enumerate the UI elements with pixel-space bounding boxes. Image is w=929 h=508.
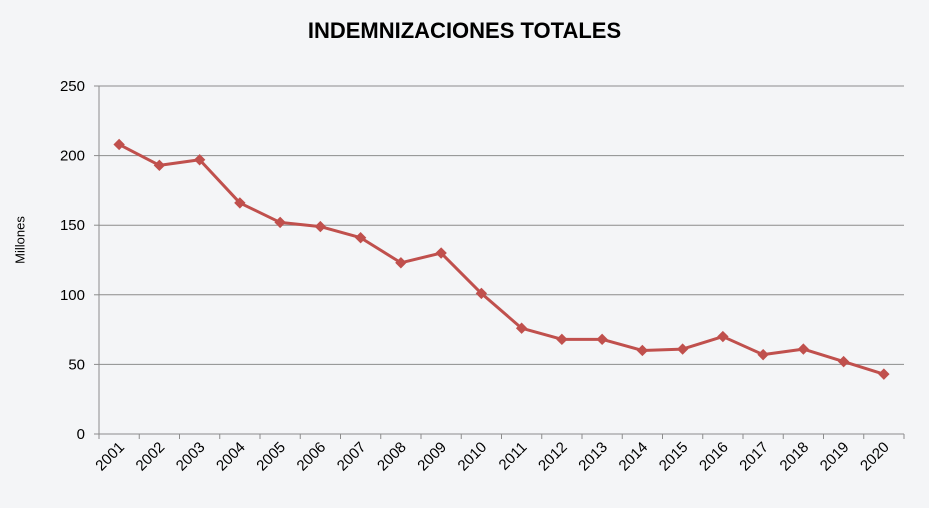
x-tick-label: 2005: [253, 439, 289, 475]
x-tick-label: 2001: [92, 439, 128, 475]
x-tick-label: 2014: [616, 439, 652, 475]
data-point: [636, 344, 649, 357]
data-point: [354, 232, 367, 244]
x-tick-label: 2009: [414, 439, 450, 475]
x-tick-label: 2006: [294, 439, 330, 475]
data-point: [113, 138, 125, 151]
chart-title: INDEMNIZACIONES TOTALES: [307, 18, 622, 43]
x-tick-label: 2020: [857, 439, 893, 475]
data-point: [475, 287, 488, 300]
y-tick-label: 50: [68, 356, 85, 373]
x-tick-label: 2002: [133, 439, 169, 475]
data-point: [314, 220, 327, 233]
y-tick-label: 0: [77, 426, 85, 443]
data-point: [435, 247, 447, 259]
data-point: [797, 343, 810, 355]
x-tick-label: 2007: [334, 439, 370, 475]
data-point: [878, 368, 890, 380]
x-tick-label: 2003: [173, 439, 209, 475]
x-tick-label: 2011: [496, 439, 531, 474]
data-point: [556, 333, 568, 346]
data-point: [193, 154, 206, 166]
data-point: [676, 343, 689, 355]
data-point: [515, 322, 528, 334]
x-tick-label: 2013: [575, 439, 611, 475]
data-point: [153, 159, 166, 172]
series-line: [118, 143, 885, 376]
data-point: [837, 355, 850, 368]
data-point: [234, 197, 246, 209]
data-point: [717, 330, 729, 343]
data-point: [757, 348, 769, 361]
y-tick-label: 200: [60, 148, 85, 165]
data-point: [596, 333, 608, 346]
x-tick-label: 2016: [696, 439, 732, 475]
x-tick-label: 2017: [736, 439, 772, 475]
x-tick-label: 2018: [777, 439, 813, 475]
x-tick-label: 2019: [817, 439, 853, 475]
y-tick-label: 150: [60, 217, 85, 234]
y-tick-label: 250: [60, 78, 85, 95]
x-tick-label: 2008: [374, 439, 410, 475]
data-point: [274, 216, 286, 229]
y-tick-label: 100: [60, 287, 85, 304]
x-tick-label: 2012: [535, 439, 571, 475]
data-point: [395, 257, 407, 269]
x-tick-label: 2004: [213, 439, 249, 475]
x-tick-label: 2010: [455, 439, 491, 475]
x-tick-label: 2015: [656, 439, 692, 475]
